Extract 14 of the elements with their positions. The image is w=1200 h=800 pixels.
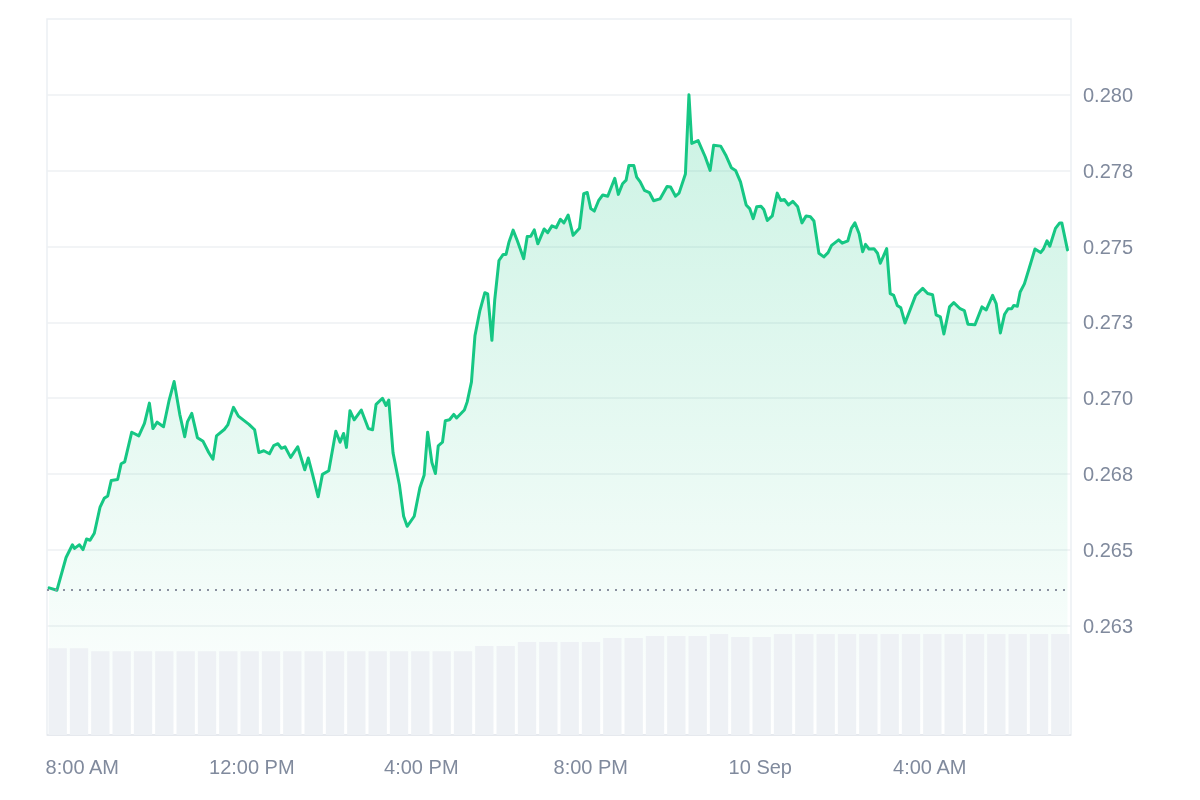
x-tick-label: 4:00 AM [893,756,967,778]
y-tick-label: 0.278 [1083,159,1134,182]
y-tick-label: 0.265 [1083,538,1134,561]
y-tick-label: 0.263 [1083,614,1134,637]
y-tick-label: 0.280 [1083,83,1134,106]
x-tick-label: 12:00 PM [209,756,295,778]
y-tick-label: 0.268 [1083,463,1134,486]
x-tick-label: 8:00 PM [553,756,629,778]
x-tick-label: 4:00 PM [384,756,459,778]
y-tick-label: 0.270 [1083,387,1134,410]
y-tick-label: 0.273 [1083,311,1134,334]
x-tick-label: 10 Sep [728,756,792,778]
x-tick-label: 8:00 AM [45,756,120,778]
y-tick-label: 0.275 [1083,235,1134,258]
